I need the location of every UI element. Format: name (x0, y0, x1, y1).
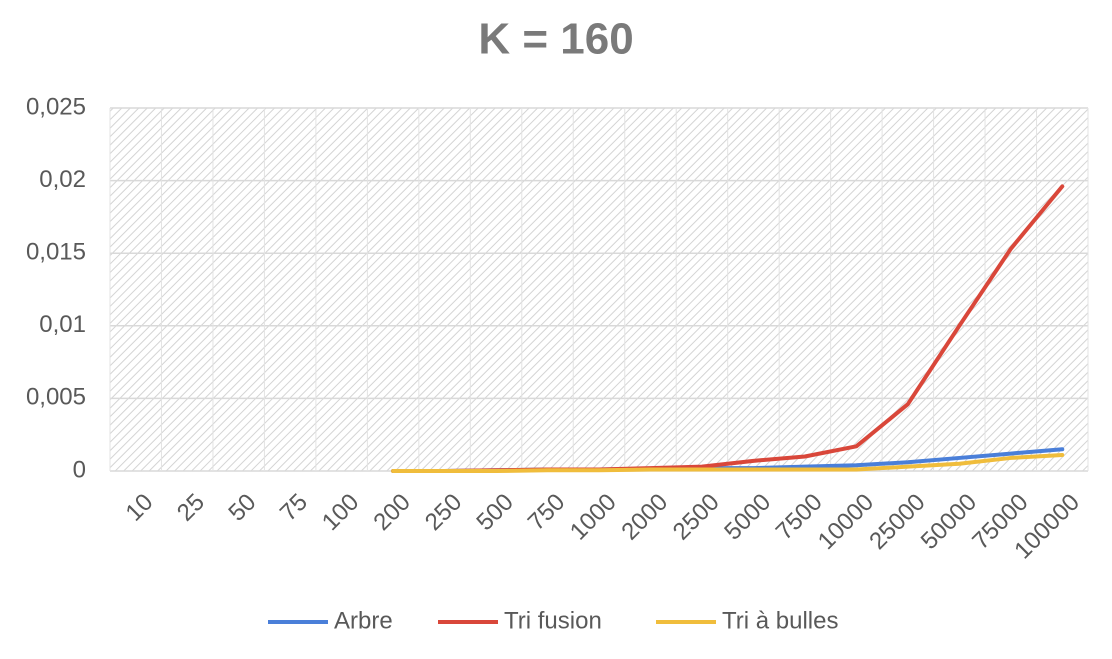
x-tick-label: 25000 (864, 489, 930, 555)
legend-label: Arbre (334, 607, 393, 634)
x-tick-label: 100 (317, 489, 364, 536)
x-tick-label: 750 (523, 489, 570, 536)
x-tick-label: 10 (120, 489, 158, 527)
y-tick-label: 0,02 (39, 166, 86, 193)
x-tick-label: 250 (420, 489, 467, 536)
y-tick-label: 0,01 (39, 311, 86, 338)
y-tick-label: 0,025 (26, 93, 86, 120)
x-tick-label: 2000 (616, 489, 673, 546)
series-line (391, 453, 1065, 473)
legend-label: Tri à bulles (722, 607, 838, 634)
x-tick-label: 75 (275, 489, 313, 527)
legend-label: Tri fusion (504, 607, 602, 634)
x-tick-label: 50000 (916, 489, 982, 555)
x-tick-label: 2500 (668, 489, 725, 546)
y-tick-label: 0 (73, 456, 86, 483)
x-tick-label: 500 (471, 489, 518, 536)
chart-title: K = 160 (478, 15, 633, 64)
y-tick-label: 0,015 (26, 239, 86, 266)
x-tick-label: 200 (368, 489, 415, 536)
plot-area (110, 108, 1088, 471)
y-tick-label: 0,005 (26, 384, 86, 411)
x-tick-label: 1000 (565, 489, 622, 546)
x-tick-label: 50 (223, 489, 261, 527)
x-tick-label: 5000 (719, 489, 776, 546)
x-tick-label: 25 (172, 489, 210, 527)
x-tick-label: 10000 (813, 489, 879, 555)
